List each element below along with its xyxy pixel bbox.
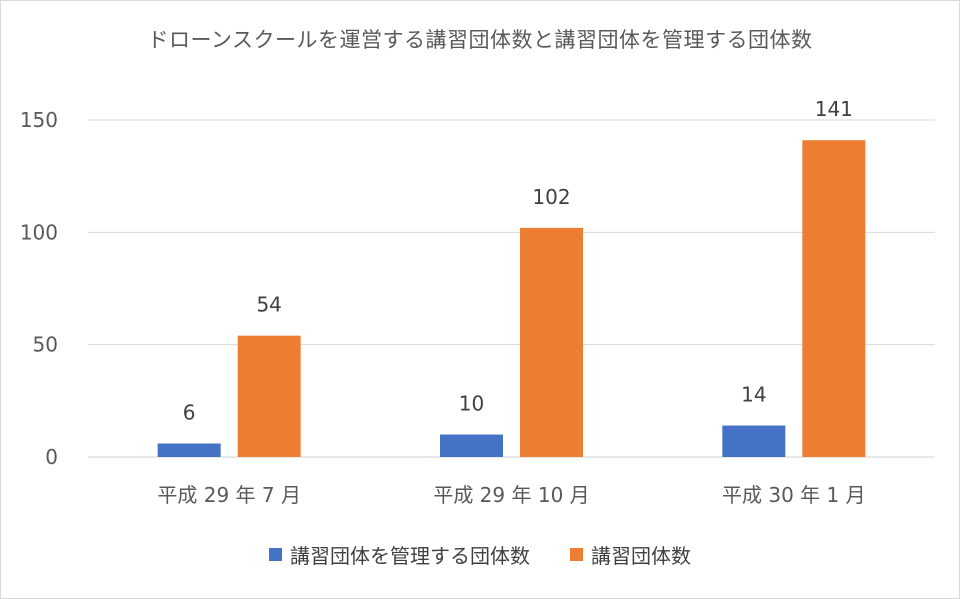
chart-title: ドローンスクールを運営する講習団体数と講習団体を管理する団体数 [147,28,813,52]
legend-item-managing-orgs: 講習団体を管理する団体数 [269,540,530,569]
x-tick-label: 平成 29 年 10 月 [433,483,589,507]
legend: 講習団体を管理する団体数 講習団体数 [0,540,960,569]
bar [440,434,503,457]
legend-label-managing-orgs: 講習団体を管理する団体数 [290,544,530,568]
x-tick-label: 平成 29 年 7 月 [157,483,301,507]
bar [722,425,786,457]
y-tick-label: 50 [33,333,58,357]
y-tick-label: 150 [20,108,58,132]
y-tick-label: 0 [45,445,58,469]
x-tick-label: 平成 30 年 1 月 [722,483,866,507]
legend-swatch-blue [269,548,282,561]
legend-item-training-orgs: 講習団体数 [570,540,691,569]
data-label: 6 [183,401,196,425]
bar [237,335,301,457]
data-label: 141 [815,97,853,121]
bar [520,227,583,457]
data-label: 102 [532,185,570,209]
data-label: 54 [256,293,281,317]
data-label: 10 [459,392,484,416]
y-tick-label: 100 [20,220,58,244]
bar [802,140,866,457]
legend-label-training-orgs: 講習団体数 [591,544,691,568]
legend-swatch-orange [570,548,583,561]
data-label: 14 [741,383,766,407]
bar [157,443,221,457]
